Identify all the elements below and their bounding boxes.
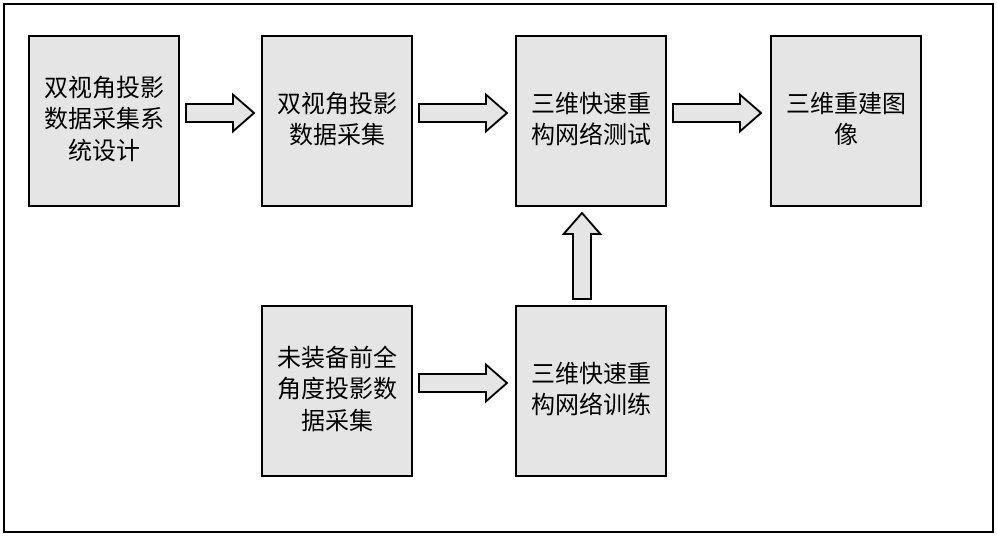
flow-node-n1: 双视角投影数据采集系统设计 (28, 35, 180, 207)
arrow-n5-n6 (418, 361, 508, 405)
flow-node-n6: 三维快速重构网络训练 (515, 305, 667, 477)
arrow-n3-n4 (672, 91, 762, 135)
flow-node-n3: 三维快速重构网络测试 (515, 35, 667, 207)
flow-node-n2: 双视角投影数据采集 (261, 35, 413, 207)
arrow-n6-n3 (560, 212, 604, 300)
arrow-n1-n2 (185, 91, 255, 135)
arrow-n2-n3 (418, 91, 508, 135)
flow-node-n4: 三维重建图像 (770, 35, 922, 207)
flow-node-n5: 未装备前全角度投影数据采集 (261, 305, 413, 477)
